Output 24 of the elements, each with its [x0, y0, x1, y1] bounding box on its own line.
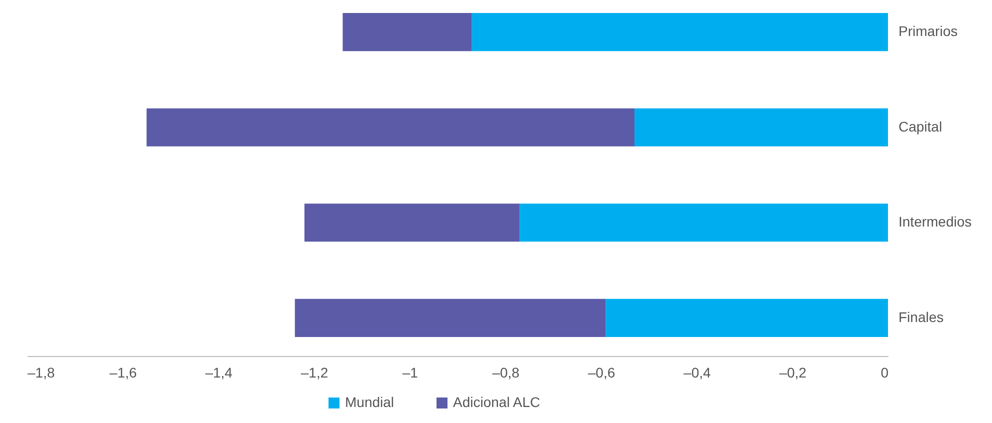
x-tick-label: –1	[402, 364, 418, 380]
x-tick-label: –0,2	[779, 364, 807, 380]
x-tick-label: –0,8	[492, 364, 520, 380]
bar	[606, 298, 888, 337]
x-tick-label: –1,6	[110, 364, 138, 380]
legend-label: Mundial	[345, 394, 394, 410]
bar	[294, 298, 606, 337]
bar	[520, 204, 888, 242]
legend-label: Adicional ALC	[453, 394, 540, 410]
x-tick-label: 0	[880, 364, 889, 380]
bar	[146, 108, 634, 146]
x-tick-label: –0,4	[684, 364, 712, 380]
x-tick-label: –0,6	[588, 364, 616, 380]
y-tick-label: Primarios	[898, 23, 958, 40]
x-tick-label: –1,8	[28, 364, 55, 380]
bar	[342, 13, 472, 52]
x-tick-label: –1,4	[205, 364, 233, 380]
y-tick-label: Capital	[898, 118, 942, 134]
y-tick-label: Finales	[898, 308, 944, 325]
bar	[634, 108, 888, 146]
x-tick-label: –1,2	[300, 364, 328, 380]
bar	[304, 204, 520, 242]
y-tick-label: Intermedios	[898, 214, 972, 230]
bar	[472, 13, 888, 52]
